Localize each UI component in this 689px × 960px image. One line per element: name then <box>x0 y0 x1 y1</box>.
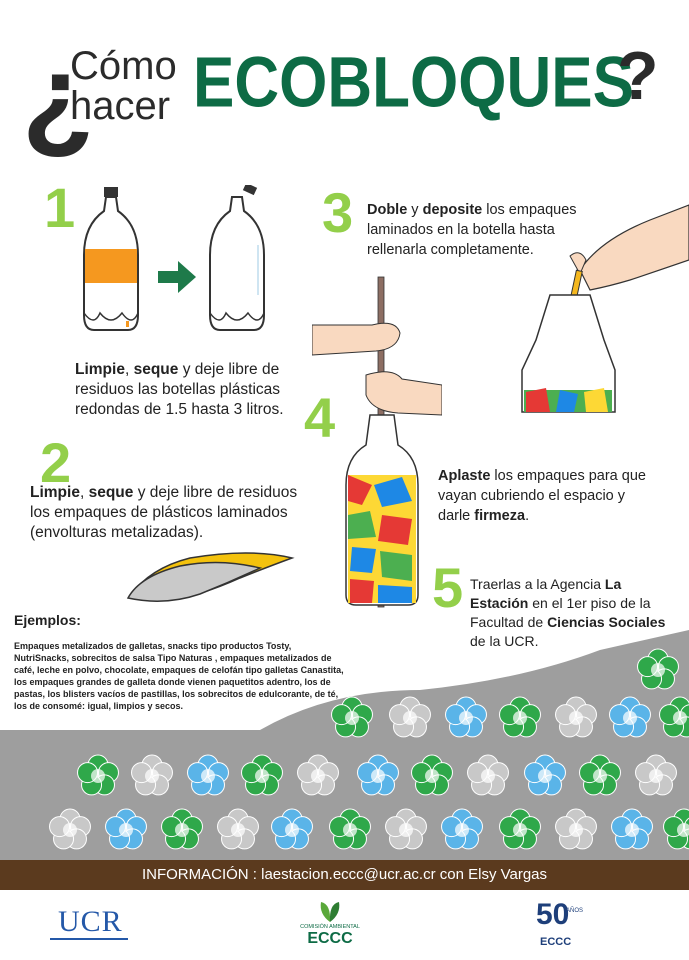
anos-label: AÑOS <box>566 908 584 914</box>
step-4-bold-firmeza: firmeza <box>474 508 526 524</box>
bottle-cap-icon <box>441 808 483 850</box>
question-mark-close: ? <box>617 38 659 114</box>
step-3-text: Doble y deposite los empaques laminados … <box>367 200 607 260</box>
step-2-text: Limpie, seque y deje libre de residuos l… <box>30 483 300 543</box>
hands-pressing-bottle-icon <box>312 276 442 608</box>
arrow-right-icon <box>158 261 196 293</box>
bottle-cap-icon <box>555 696 597 738</box>
step-5-bold-ciencias-sociales: Ciencias Sociales <box>547 614 666 630</box>
ecobloque-wall-illustration <box>0 630 689 862</box>
bottle-cap-icon <box>499 696 541 738</box>
bottle-cap-icon <box>161 808 203 850</box>
bottle-caps-pattern <box>49 648 689 850</box>
bottle-cap-icon <box>524 754 566 796</box>
step-5-bold-la-estacion: La Estación <box>470 576 622 611</box>
step-5-number: 5 <box>432 556 464 619</box>
hand-filling-bottle-icon <box>521 204 689 413</box>
question-mark-open: ¿ <box>22 31 95 163</box>
bottle-cap-icon <box>329 808 371 850</box>
step-1-rest: y deje libre de residuos las botellas pl… <box>75 361 284 418</box>
step-5-pre: Traerlas a la Agencia <box>470 576 605 592</box>
step-5-text: Traerlas a la Agencia La Estación en el … <box>470 575 682 651</box>
step-5-mid: en el 1er piso de la Facultad de <box>470 595 651 630</box>
step-4-number: 4 <box>304 386 336 449</box>
bottle-cap-icon <box>217 808 259 850</box>
eccc-blue-logo: ECCC <box>540 936 572 948</box>
step-3-bold-deposite: deposite <box>422 202 483 218</box>
bottle-cap-icon <box>609 696 651 738</box>
bottle-cap-icon <box>187 754 229 796</box>
step-4-text: Aplaste los empaques para que vayan cubr… <box>438 466 658 526</box>
bottle-cap-icon <box>579 754 621 796</box>
bottle-cap-icon <box>663 808 689 850</box>
step-2-bold-limpie: Limpie <box>30 484 80 501</box>
bottle-cap-icon <box>611 808 653 850</box>
ucr-logo-underline <box>50 938 128 940</box>
bottle-cap-icon <box>105 808 147 850</box>
step-2-bold-seque: seque <box>88 484 134 501</box>
step-1-number: 1 <box>44 176 76 239</box>
step-3-rest: los empaques laminados en la botella has… <box>367 202 577 258</box>
bottle-cap-icon <box>555 808 597 850</box>
bottle-cap-icon <box>297 754 339 796</box>
comision-ambiental-label: COMISIÓN AMBIENTAL <box>300 924 360 930</box>
dirty-bottle-icon <box>83 187 139 331</box>
bottle-cap-icon <box>635 754 677 796</box>
info-bar: INFORMACIÓN : laestacion.eccc@ucr.ac.cr … <box>0 860 689 890</box>
step-5-end: de la UCR. <box>470 633 539 649</box>
bottle-cap-icon <box>271 808 313 850</box>
bottle-cap-icon <box>331 696 373 738</box>
eccc-green-logo: ECCC <box>307 930 353 947</box>
bottle-cap-icon <box>445 696 487 738</box>
step-4-rest: los empaques para que vayan cubriendo el… <box>438 468 646 524</box>
step-1-sep: , <box>124 361 134 378</box>
leaf-icon <box>320 902 340 922</box>
bottle-cap-icon <box>637 648 679 690</box>
examples-body: Empaques metalizados de galletas, snacks… <box>14 641 344 711</box>
bottle-cap-icon <box>499 808 541 850</box>
clean-bottle-icon <box>209 185 265 331</box>
step-2-number: 2 <box>40 431 72 494</box>
step-3-number: 3 <box>322 181 354 244</box>
bottle-cap-icon <box>241 754 283 796</box>
bottle-cap-icon <box>131 754 173 796</box>
step-2-rest: y deje libre de residuos los empaques de… <box>30 484 298 541</box>
page-title: ECOBLOQUES <box>193 43 634 123</box>
step-1-bold-seque: seque <box>133 361 179 378</box>
bottle-cap-icon <box>77 754 119 796</box>
wrapper-package-icon <box>126 552 295 602</box>
bottles-illustration <box>83 185 265 331</box>
step-4-end: . <box>525 508 530 524</box>
examples-title: Ejemplos: <box>14 612 81 628</box>
step-1-text: Limpie, seque y deje libre de residuos l… <box>75 360 295 420</box>
bottle-cap-icon <box>659 696 689 738</box>
ucr-logo: UCR <box>58 905 123 938</box>
bottle-cap-icon <box>411 754 453 796</box>
heading-hacer: hacer <box>70 84 171 128</box>
bottle-cap-icon <box>357 754 399 796</box>
bottle-cap-icon <box>49 808 91 850</box>
fifty-years-logo: 50 <box>536 898 570 931</box>
step-1-bold-limpie: Limpie <box>75 361 125 378</box>
step-3-mid: y <box>407 202 423 218</box>
bottle-cap-icon <box>467 754 509 796</box>
bottle-cap-icon <box>385 808 427 850</box>
step-3-bold-doble: Doble <box>367 202 408 218</box>
bottle-cap-icon <box>389 696 431 738</box>
heading-como: Cómo <box>70 44 177 88</box>
step-2-sep: , <box>79 484 89 501</box>
step-4-bold-aplaste: Aplaste <box>438 468 491 484</box>
